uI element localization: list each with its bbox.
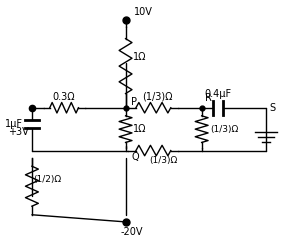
Text: 1Ω: 1Ω	[133, 52, 147, 62]
Text: 1μF: 1μF	[5, 119, 23, 129]
Text: -20V: -20V	[120, 227, 143, 237]
Text: (1/3)Ω: (1/3)Ω	[142, 92, 173, 102]
Text: (1/3)Ω: (1/3)Ω	[210, 125, 239, 134]
Text: 1Ω: 1Ω	[133, 124, 147, 134]
Text: 0.4μF: 0.4μF	[204, 90, 231, 99]
Text: 0.3Ω: 0.3Ω	[53, 92, 75, 102]
Text: (1/2)Ω: (1/2)Ω	[33, 174, 62, 184]
Text: +3V: +3V	[8, 127, 29, 137]
Text: R: R	[205, 93, 211, 103]
Text: Q: Q	[131, 152, 139, 162]
Text: P: P	[131, 96, 137, 107]
Text: (1/3)Ω: (1/3)Ω	[149, 156, 178, 166]
Text: 10V: 10V	[134, 7, 153, 17]
Text: S: S	[269, 103, 275, 113]
